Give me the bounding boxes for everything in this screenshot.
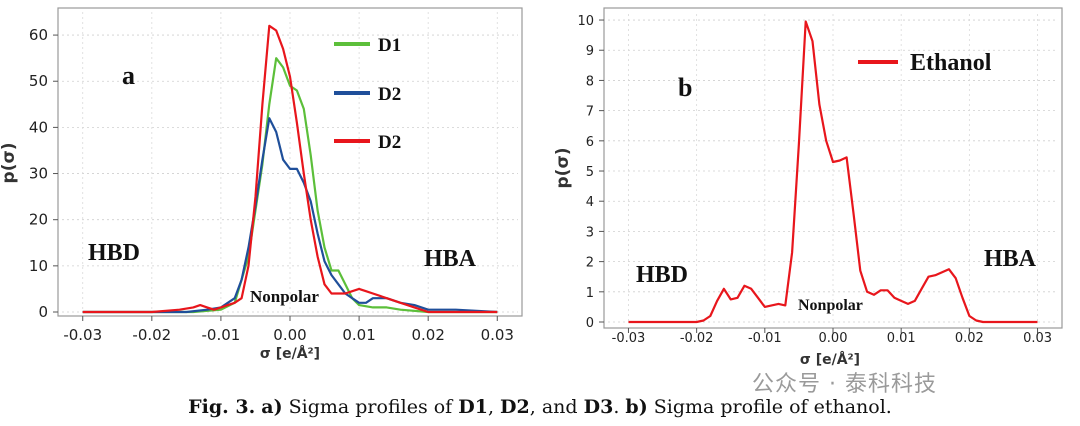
- x-tick-label: 0.02: [955, 331, 984, 346]
- series-line-d2-2: [82, 24, 498, 314]
- x-tick-label: -0.03: [63, 326, 102, 344]
- y-tick-label: 1: [586, 286, 594, 301]
- x-tick-label: -0.01: [748, 331, 782, 346]
- caption-sep3: .: [613, 396, 620, 418]
- y-tick-label: 3: [586, 225, 594, 240]
- y-tick-label: 60: [29, 26, 48, 44]
- x-tick-label: 0.02: [411, 326, 444, 344]
- y-axis-label: p(σ): [0, 143, 19, 184]
- annotation-hba: HBA: [424, 246, 477, 272]
- legend-label-0: D1: [378, 35, 401, 56]
- y-tick-label: 10: [577, 14, 594, 29]
- annotation-hba: HBA: [984, 246, 1037, 272]
- x-tick-label: 0.01: [342, 326, 375, 344]
- annotation-nonpolar: Nonpolar: [798, 297, 863, 314]
- caption-sep2: , and: [529, 396, 578, 418]
- x-tick-label: -0.02: [680, 331, 714, 346]
- x-tick-label: 0.03: [481, 326, 514, 344]
- chart-a: -0.03 -0.02 -0.01 0.00 0.01 0.02 0.03 0 10 20 30 40…: [0, 7, 523, 362]
- caption-a-label: a): [261, 396, 283, 418]
- x-tick-label: 0.03: [1023, 331, 1052, 346]
- x-axis-label: σ [e/Å²]: [260, 345, 320, 362]
- annotation-nonpolar: Nonpolar: [250, 287, 319, 306]
- watermark: 公众号 · 泰科科技: [752, 372, 937, 397]
- caption-d3: D3: [583, 396, 614, 418]
- legend-label-0: Ethanol: [910, 50, 992, 76]
- caption-fig-label: Fig. 3.: [188, 396, 256, 418]
- legend-label-1: D2: [378, 84, 401, 105]
- x-tick-label: -0.02: [132, 326, 171, 344]
- x-axis-label: σ [e/Å²]: [800, 351, 860, 368]
- y-tick-label: 9: [586, 44, 594, 59]
- legend-label-2: D2: [378, 132, 401, 153]
- y-tick-label: 4: [586, 195, 594, 210]
- y-tick-label: 2: [586, 256, 594, 271]
- x-tick-label: -0.03: [612, 331, 646, 346]
- x-tick-label: 0.00: [819, 331, 848, 346]
- annotation-hbd: HBD: [636, 262, 688, 288]
- panel-label: b: [678, 73, 692, 102]
- caption-b-text: Sigma profile of ethanol.: [653, 396, 892, 418]
- caption-d1: D1: [458, 396, 488, 418]
- series-line-ethanol-0: [628, 20, 1038, 324]
- panel-label: a: [122, 61, 135, 90]
- y-tick-label: 50: [29, 72, 48, 90]
- y-tick-label: 0: [38, 303, 48, 321]
- caption-b-label: b): [625, 396, 648, 418]
- caption-sep1: ,: [487, 396, 494, 418]
- y-tick-label: 6: [586, 135, 594, 150]
- y-tick-label: 40: [29, 118, 48, 136]
- x-tick-label: 0.00: [273, 326, 306, 344]
- figure-caption: Fig. 3. a) Sigma profiles of D1, D2, and…: [0, 396, 1080, 418]
- annotation-hbd: HBD: [88, 240, 140, 266]
- y-tick-label: 20: [29, 211, 48, 229]
- caption-a-text: Sigma profiles of: [288, 396, 453, 418]
- y-tick-label: 7: [586, 105, 594, 120]
- y-tick-label: 5: [586, 165, 594, 180]
- y-tick-label: 10: [29, 257, 48, 275]
- y-tick-label: 30: [29, 165, 48, 183]
- x-tick-label: 0.01: [887, 331, 916, 346]
- caption-d2: D2: [500, 396, 530, 418]
- y-axis-label: p(σ): [553, 148, 573, 189]
- y-tick-label: 8: [586, 74, 594, 89]
- y-tick-label: 0: [586, 316, 594, 331]
- chart-b: -0.03 -0.02 -0.01 0.00 0.01 0.02 0.03 0 1 2 3 4 5 6 7 8…: [553, 7, 1063, 368]
- x-tick-label: -0.01: [202, 326, 241, 344]
